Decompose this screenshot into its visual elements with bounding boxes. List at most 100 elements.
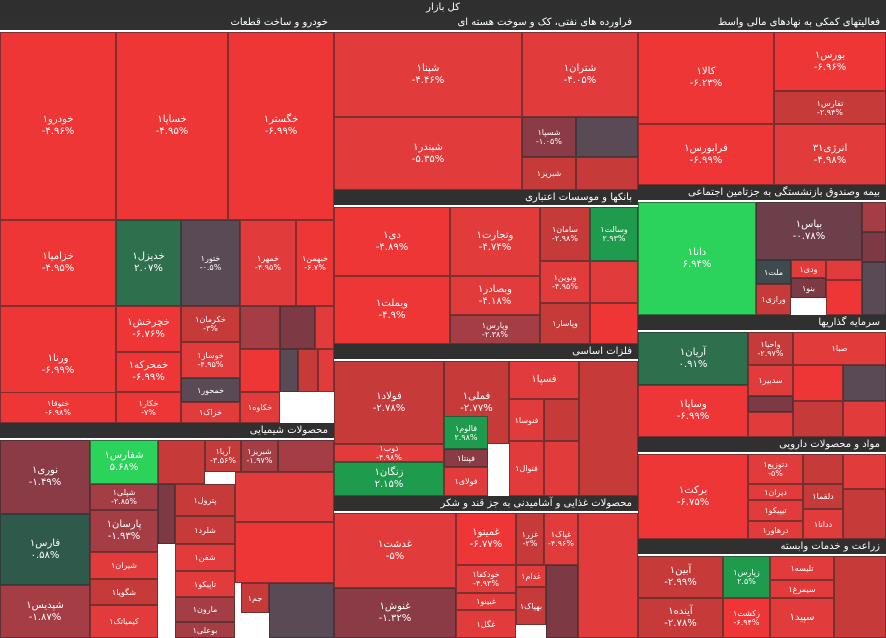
stock-tile-unlabeled[interactable] bbox=[576, 157, 638, 190]
stock-tile-unlabeled[interactable] bbox=[834, 556, 886, 638]
stock-tile[interactable]: فالوم۱ ۲.۹۸% bbox=[444, 416, 488, 449]
stock-tile[interactable]: خکرمان۱ -۳% bbox=[181, 306, 240, 342]
stock-tile[interactable]: خزامیا۱ -۴.۹۵% bbox=[0, 220, 116, 306]
stock-tile[interactable]: مارون۱ bbox=[175, 597, 235, 622]
stock-tile[interactable]: دتوزیع۱ -۵% bbox=[748, 454, 803, 484]
stock-tile[interactable]: درهاور۱ bbox=[748, 521, 803, 539]
stock-tile-unlabeled[interactable] bbox=[280, 306, 315, 349]
stock-tile-unlabeled[interactable] bbox=[748, 396, 793, 412]
stock-tile[interactable]: خدیزل۱ ۲.۰۷% bbox=[116, 220, 181, 306]
stock-tile[interactable]: ملت۱ bbox=[756, 260, 791, 284]
stock-tile[interactable]: شبریز۱ bbox=[522, 157, 576, 190]
stock-tile[interactable]: صبا۱ bbox=[793, 332, 886, 365]
stock-tile[interactable]: تفارس۱ -۲.۹۴% bbox=[774, 91, 886, 124]
stock-tile[interactable]: خکاوه۱ bbox=[240, 392, 280, 423]
stock-tile[interactable]: فرابورس۱ -۶.۹۹% bbox=[638, 124, 774, 185]
stock-tile[interactable]: ورازی۱ bbox=[756, 284, 791, 315]
stock-tile-unlabeled[interactable] bbox=[862, 202, 886, 232]
stock-tile-unlabeled[interactable] bbox=[240, 349, 280, 392]
stock-tile-unlabeled[interactable] bbox=[158, 484, 175, 544]
stock-tile-unlabeled[interactable] bbox=[793, 401, 843, 437]
stock-tile[interactable]: خمحور۱ bbox=[181, 378, 240, 402]
stock-tile[interactable]: فسپا۱ bbox=[509, 361, 579, 399]
stock-tile-unlabeled[interactable] bbox=[235, 472, 334, 522]
stock-tile[interactable]: خساپا۱ -۴.۹۵% bbox=[116, 32, 228, 220]
stock-tile[interactable]: غدشت۱ -۵% bbox=[334, 513, 456, 588]
stock-tile[interactable]: سپید۱ bbox=[770, 598, 834, 638]
stock-tile[interactable]: ختوقا۱ -۶.۹۸% bbox=[0, 392, 116, 423]
stock-tile[interactable]: شپلی۱ -۲.۸۵% bbox=[90, 484, 158, 510]
stock-tile[interactable]: آریان۱ ۰.۹۱% bbox=[638, 332, 748, 385]
stock-tile[interactable]: شگویا۱ bbox=[90, 579, 158, 605]
stock-tile[interactable]: غگل۱ bbox=[456, 610, 516, 638]
stock-tile[interactable]: دانا۱ ۶.۹۴% bbox=[638, 202, 756, 315]
stock-tile-unlabeled[interactable] bbox=[590, 261, 638, 303]
stock-tile[interactable]: خودرو۱ -۴.۹۶% bbox=[0, 32, 116, 220]
stock-tile-unlabeled[interactable] bbox=[269, 583, 334, 638]
stock-tile-unlabeled[interactable] bbox=[843, 489, 886, 539]
stock-tile[interactable]: شیران۱ bbox=[90, 552, 158, 579]
stock-tile[interactable]: شپنا۱ -۴.۴۶% bbox=[334, 32, 522, 117]
stock-tile[interactable]: سیمرغ۱ bbox=[770, 580, 834, 598]
stock-tile-unlabeled[interactable] bbox=[280, 349, 298, 392]
stock-tile[interactable]: ذوب۱ -۴.۹۸% bbox=[334, 444, 444, 462]
stock-tile-unlabeled[interactable] bbox=[578, 513, 638, 638]
stock-tile[interactable]: وبملت۱ -۴.۹% bbox=[334, 276, 450, 344]
stock-tile-unlabeled[interactable] bbox=[544, 441, 579, 496]
stock-tile[interactable]: غنوش۱ -۱.۳۲% bbox=[334, 588, 456, 638]
stock-tile[interactable]: فنوال۱ bbox=[509, 441, 544, 496]
stock-tile[interactable]: بوعلی۱ bbox=[175, 622, 235, 638]
stock-tile[interactable]: خمهر۱ -۴.۹۵% bbox=[240, 220, 296, 306]
stock-tile-unlabeled[interactable] bbox=[544, 399, 579, 441]
stock-tile-unlabeled[interactable] bbox=[748, 412, 793, 437]
stock-tile[interactable]: وتجارت۱ -۴.۷۴% bbox=[450, 207, 540, 276]
stock-tile[interactable]: آبین۱ -۲.۹۹% bbox=[638, 556, 723, 598]
stock-tile[interactable]: بپاس۱ -۰.۷۸% bbox=[756, 202, 862, 260]
stock-tile-unlabeled[interactable] bbox=[240, 306, 280, 349]
stock-tile[interactable]: خبهمن۱ -۶.۷% bbox=[296, 220, 334, 306]
stock-tile[interactable]: آریا۱ -۳.۵۶% bbox=[205, 440, 241, 472]
stock-tile[interactable]: واحیا۱ -۲.۹۷% bbox=[748, 332, 793, 365]
stock-tile-unlabeled[interactable] bbox=[315, 306, 334, 349]
stock-tile[interactable]: زنگان۱ ۲.۱۵% bbox=[334, 462, 444, 496]
stock-tile[interactable]: خزاک۱ bbox=[181, 402, 240, 423]
stock-tile-unlabeled[interactable] bbox=[579, 361, 638, 496]
stock-tile[interactable]: وسالت۱ ۲.۹۳% bbox=[590, 207, 638, 261]
stock-tile[interactable]: خگستر۱ -۶.۹۹% bbox=[228, 32, 334, 220]
stock-tile[interactable]: شپدیس۱ -۱.۸۷% bbox=[0, 585, 90, 638]
stock-tile[interactable]: آینده۱ -۲.۷۸% bbox=[638, 598, 723, 638]
stock-tile[interactable]: دیران۱ bbox=[748, 484, 803, 500]
stock-tile[interactable]: شفن۱ bbox=[175, 544, 235, 571]
stock-tile[interactable]: دلقما۱ bbox=[803, 484, 843, 509]
stock-tile[interactable]: دی۱ -۴.۸۹% bbox=[334, 207, 450, 276]
stock-tile[interactable]: وساپا۱ -۶.۹۹% bbox=[638, 385, 748, 437]
stock-tile[interactable]: فنوسا۱ bbox=[509, 399, 544, 441]
stock-tile[interactable]: خمحرکه۱ -۶.۹۹% bbox=[116, 352, 181, 392]
stock-tile[interactable]: انرژی۳۱ -۴.۹۸% bbox=[774, 124, 886, 185]
stock-tile[interactable]: ختور۱ -۰.۵% bbox=[181, 220, 240, 306]
stock-tile[interactable]: بنو۱ bbox=[791, 278, 826, 298]
stock-tile[interactable]: تاپیکو۱ bbox=[175, 571, 235, 597]
stock-tile[interactable]: کالا۱ -۶.۲۳% bbox=[638, 32, 774, 124]
stock-tile-unlabeled[interactable] bbox=[862, 262, 886, 315]
stock-tile-unlabeled[interactable] bbox=[843, 365, 886, 401]
stock-tile-unlabeled[interactable] bbox=[793, 365, 843, 401]
stock-tile[interactable]: بهپاک۱ bbox=[516, 587, 546, 625]
stock-tile[interactable]: شفارس۱ ۵.۶۸% bbox=[90, 440, 158, 484]
stock-tile[interactable]: خوساز۱ -۴.۹۵% bbox=[181, 342, 240, 378]
stock-tile[interactable]: ودی۱ bbox=[791, 260, 826, 278]
stock-tile-unlabeled[interactable] bbox=[298, 349, 318, 392]
stock-tile[interactable]: شبندر۱ -۵.۳۵% bbox=[334, 117, 522, 190]
stock-tile-unlabeled[interactable] bbox=[546, 565, 578, 638]
stock-tile[interactable]: نوری۱ -۱.۴۹% bbox=[0, 440, 90, 514]
stock-tile[interactable]: خودکفا۱ -۴.۹۳% bbox=[456, 565, 516, 593]
stock-tile-unlabeled[interactable] bbox=[862, 232, 886, 262]
stock-tile[interactable]: فپنتا۱ bbox=[444, 449, 488, 467]
stock-tile-unlabeled[interactable] bbox=[826, 260, 862, 280]
stock-tile[interactable]: تلیسه۱ bbox=[770, 556, 834, 580]
stock-tile[interactable]: جم۱ bbox=[241, 583, 269, 613]
stock-tile[interactable]: تیپیکو۱ bbox=[748, 500, 803, 521]
stock-tile[interactable]: زکشت۱ -۶.۹۴% bbox=[723, 598, 770, 638]
stock-tile-unlabeled[interactable] bbox=[318, 349, 334, 392]
stock-tile[interactable]: فارس۱ ۰.۵۸% bbox=[0, 514, 90, 585]
